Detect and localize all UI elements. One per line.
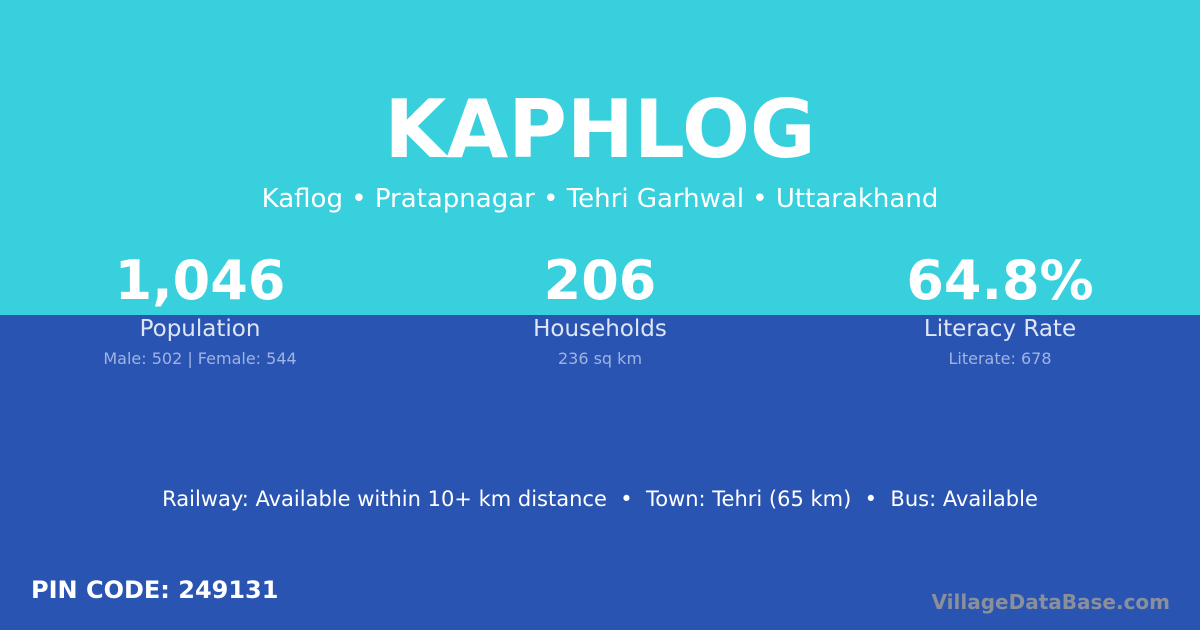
location-breadcrumb: Kaflog • Pratapnagar • Tehri Garhwal • U… (261, 184, 939, 214)
stat-label: Literacy Rate (923, 316, 1077, 342)
stat-label: Population (139, 316, 261, 342)
village-title: KAPHLOG (384, 83, 816, 176)
top-band (0, 0, 1200, 315)
stat-value: 206 (543, 249, 657, 312)
stat-label: Households (533, 316, 667, 342)
connectivity-info: Railway: Available within 10+ km distanc… (162, 487, 1038, 511)
stat-value: 64.8% (906, 249, 1094, 312)
stat-detail: Male: 502 | Female: 544 (103, 349, 297, 368)
stat-value: 1,046 (114, 249, 286, 312)
stat-detail: Literate: 678 (948, 349, 1052, 368)
stat-households: 206 Households 236 sq km (400, 250, 800, 370)
stat-population: 1,046 Population Male: 502 | Female: 544 (0, 250, 400, 370)
brand-watermark: VillageDataBase.com (931, 590, 1170, 614)
stat-detail: 236 sq km (557, 349, 643, 368)
stat-literacy: 64.8% Literacy Rate Literate: 678 (800, 250, 1200, 370)
pin-code: PIN CODE: 249131 (31, 576, 279, 604)
